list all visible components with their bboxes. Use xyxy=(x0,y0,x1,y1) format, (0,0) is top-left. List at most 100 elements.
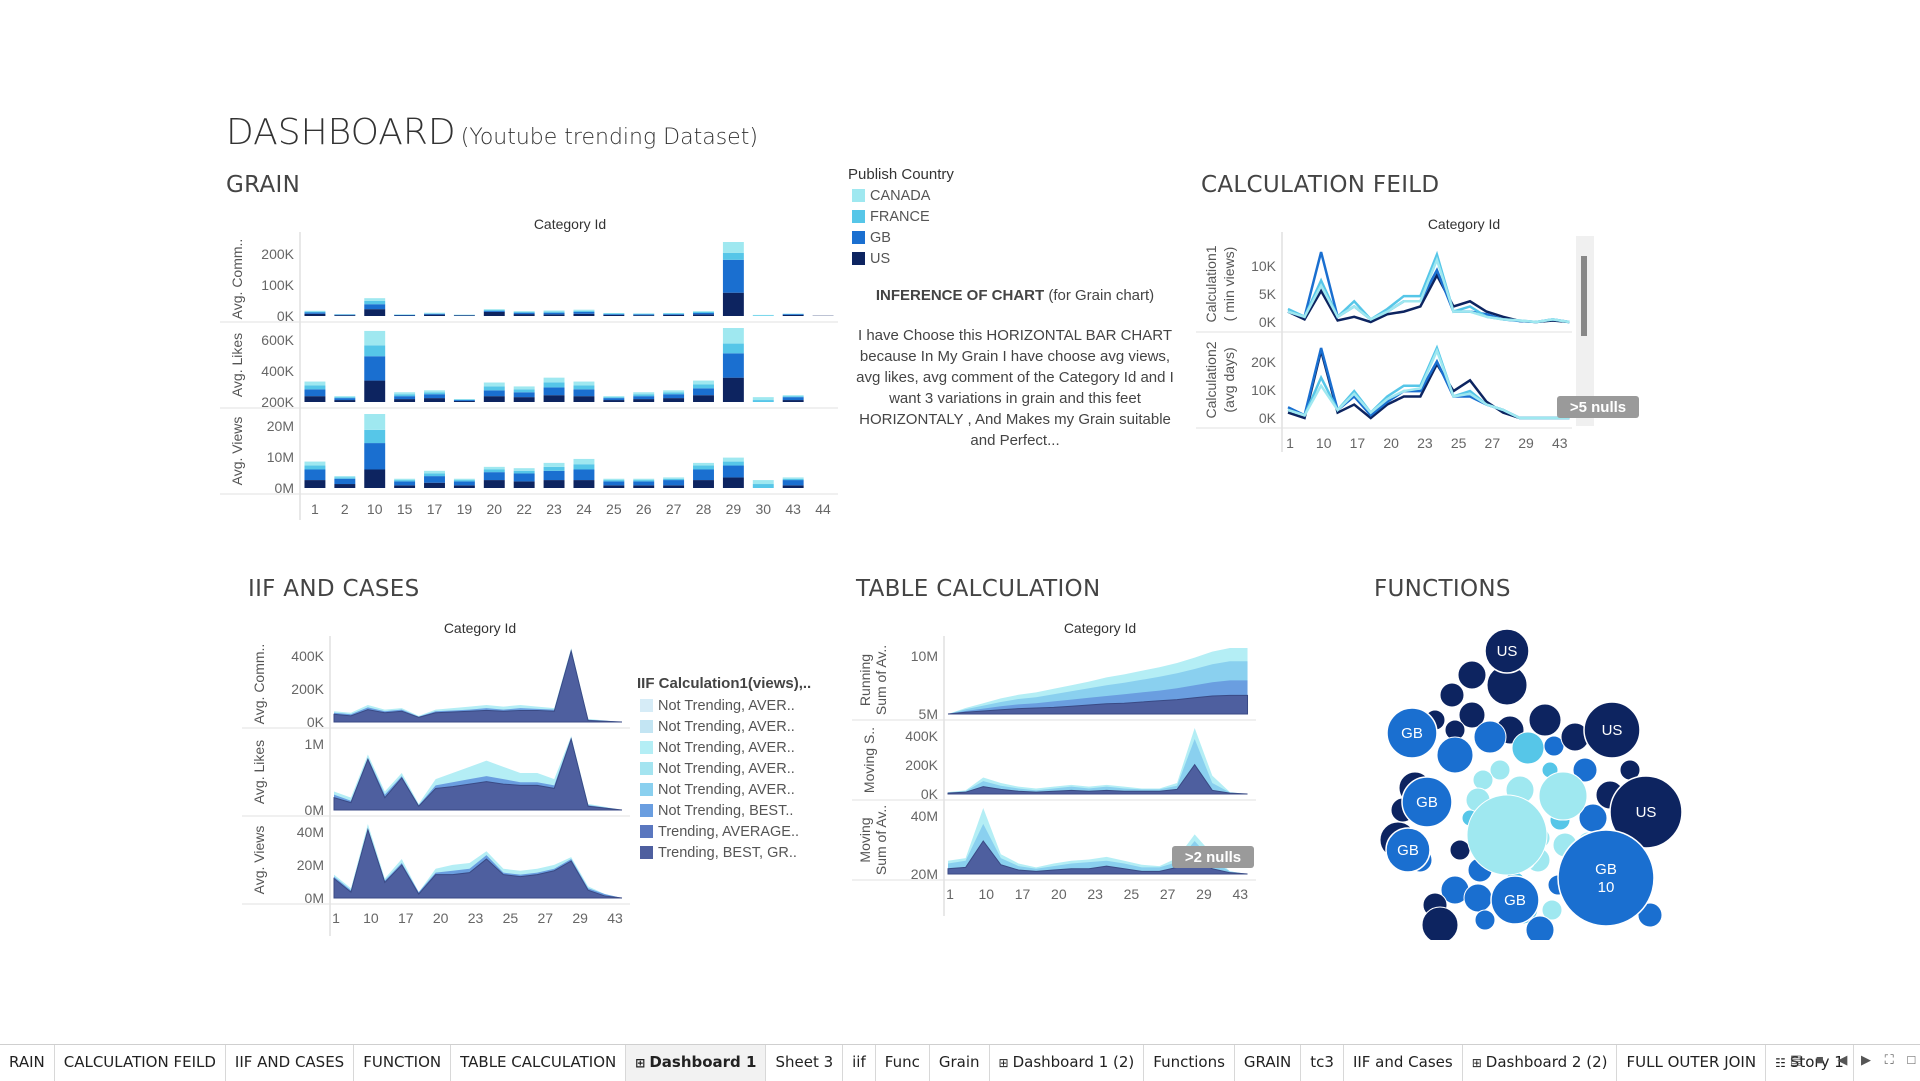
iif-legend-item[interactable]: Not Trending, BEST.. xyxy=(640,802,793,821)
sheet-tab[interactable]: IIF AND CASES xyxy=(226,1045,354,1081)
legend-label: Not Trending, AVER.. xyxy=(658,698,795,714)
iif-legend-item[interactable]: Trending, AVERAGE.. xyxy=(640,823,799,842)
bar-segment xyxy=(364,470,385,489)
prev-tab-icon[interactable]: ◀ xyxy=(1837,1052,1847,1067)
sheet-tab[interactable]: ⊞Dashboard 2 (2) xyxy=(1463,1045,1618,1081)
iif-legend-item[interactable]: Not Trending, AVER.. xyxy=(640,718,795,737)
inference-heading-rest: (for Grain chart) xyxy=(1044,287,1154,304)
bubble xyxy=(1437,737,1473,773)
bar-segment xyxy=(573,312,594,314)
bar-segment xyxy=(633,485,654,488)
row-label: Avg. Comm.. xyxy=(251,644,267,725)
x-tick-label: 44 xyxy=(815,501,831,517)
x-tick-label: 19 xyxy=(457,501,473,517)
bar-segment xyxy=(544,311,565,312)
sheet-tab[interactable]: Sheet 3 xyxy=(766,1045,843,1081)
bar-segment xyxy=(723,353,744,377)
bar-segment xyxy=(663,398,684,402)
bar-segment xyxy=(573,470,594,481)
bar-segment xyxy=(364,301,385,304)
x-tick-label: 24 xyxy=(576,501,592,517)
bar-segment xyxy=(663,314,684,315)
expand-icon[interactable]: □ xyxy=(1907,1052,1915,1067)
bar-segment xyxy=(723,477,744,488)
sheet-tab[interactable]: iif xyxy=(843,1045,876,1081)
nulls-badge-label: >2 nulls xyxy=(1185,849,1241,866)
sheet-tab[interactable]: CALCULATION FEILD xyxy=(55,1045,226,1081)
bar-segment xyxy=(783,396,804,397)
iif-legend-item[interactable]: Not Trending, AVER.. xyxy=(640,739,795,758)
x-tick-label: 27 xyxy=(538,910,554,926)
bar-segment xyxy=(304,396,325,402)
bar-segment xyxy=(753,315,774,316)
bar-segment xyxy=(304,312,325,313)
tick-label: 600K xyxy=(261,332,294,348)
grain-legend-item[interactable]: GB xyxy=(852,229,891,248)
legend-label: GB xyxy=(870,230,891,246)
bar-segment xyxy=(723,378,744,402)
calc-field-section-title: CALCULATION FEILD xyxy=(1201,172,1439,198)
calc-field-chart[interactable]: Calculation1( min views)10K5K0KCalculati… xyxy=(1196,232,1666,452)
grain-legend-item[interactable]: CANADA xyxy=(852,187,930,206)
grain-legend-item[interactable]: US xyxy=(852,250,890,269)
sheet-tab[interactable]: GRAIN xyxy=(1235,1045,1301,1081)
sheet-tab[interactable]: Grain xyxy=(930,1045,990,1081)
sheet-tab[interactable]: RAIN xyxy=(0,1045,55,1081)
iif-legend-item[interactable]: Not Trending, AVER.. xyxy=(640,760,795,779)
legend-label: Trending, AVERAGE.. xyxy=(658,824,799,840)
legend-label: Not Trending, AVER.. xyxy=(658,719,795,735)
bar-segment xyxy=(633,392,654,394)
bar-segment xyxy=(484,390,505,396)
sheet-tab-label: FUNCTION xyxy=(363,1053,441,1071)
tick-label: 40M xyxy=(911,808,938,824)
iif-legend-item[interactable]: Trending, BEST, GR.. xyxy=(640,844,797,863)
row-label: Sum of Av.. xyxy=(873,645,889,715)
bar-segment xyxy=(484,383,505,387)
bubble xyxy=(1475,910,1495,930)
bar-segment xyxy=(394,479,415,480)
bar-segment xyxy=(364,346,385,357)
tick-label: 40M xyxy=(297,824,324,840)
bar-segment xyxy=(544,387,565,395)
x-tick-label: 29 xyxy=(1518,435,1534,451)
bar-segment xyxy=(693,314,714,316)
sheet-tab[interactable]: tc3 xyxy=(1301,1045,1344,1081)
story-icon: ☷ xyxy=(1775,1056,1786,1070)
next-tab-icon[interactable]: ▶ xyxy=(1861,1052,1871,1067)
fullscreen-icon[interactable]: ⛶ xyxy=(1885,1052,1894,1067)
sheet-tab[interactable]: TABLE CALCULATION xyxy=(451,1045,626,1081)
tick-label: 5M xyxy=(919,706,938,722)
bar-segment xyxy=(603,313,624,314)
iif-legend-item[interactable]: Not Trending, AVER.. xyxy=(640,781,795,800)
bar-segment xyxy=(693,480,714,488)
bar-segment xyxy=(573,382,594,386)
x-tick-label: 26 xyxy=(636,501,652,517)
bar-segment xyxy=(394,485,415,488)
bar-segment xyxy=(394,481,415,485)
sheet-tab-label: Dashboard 1 (2) xyxy=(1013,1053,1135,1071)
show-filmstrip-icon[interactable]: ▤ xyxy=(1790,1052,1802,1067)
tick-label: 200K xyxy=(905,757,938,773)
tick-label: 20M xyxy=(911,866,938,882)
show-tabs-icon[interactable]: ■ xyxy=(1816,1052,1824,1067)
sheet-tab[interactable]: FULL OUTER JOIN xyxy=(1617,1045,1766,1081)
legend-label: Not Trending, AVER.. xyxy=(658,761,795,777)
bar-segment xyxy=(484,480,505,488)
sheet-tab[interactable]: FUNCTION xyxy=(354,1045,451,1081)
bar-segment xyxy=(514,313,535,314)
sheet-tab[interactable]: IIF and Cases xyxy=(1344,1045,1463,1081)
bar-segment xyxy=(544,383,565,388)
sheet-tab[interactable]: ⊞Dashboard 1 (2) xyxy=(990,1045,1145,1081)
grain-legend-item[interactable]: FRANCE xyxy=(852,208,930,227)
sheet-tab[interactable]: Functions xyxy=(1144,1045,1235,1081)
bar-segment xyxy=(723,344,744,354)
sheet-tab[interactable]: Func xyxy=(876,1045,930,1081)
sheet-tab[interactable]: ⊞Dashboard 1 xyxy=(626,1045,766,1081)
bar-segment xyxy=(544,471,565,480)
iif-legend-item[interactable]: Not Trending, AVER.. xyxy=(640,697,795,716)
bar-segment xyxy=(394,399,415,402)
